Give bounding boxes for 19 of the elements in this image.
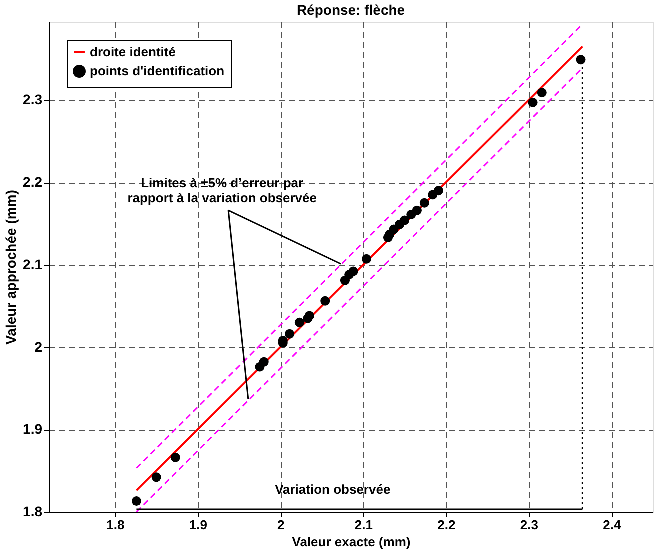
legend-label: droite identité: [90, 44, 176, 60]
chart-title: Réponse: flèche: [296, 2, 406, 18]
y-tick-label: 2.1: [23, 256, 43, 272]
y-tick-label: 1.8: [23, 504, 43, 520]
y-tick-label: 1.9: [23, 421, 43, 438]
x-tick-label: 2.1: [354, 518, 373, 532]
y-tick-label: 2: [34, 338, 43, 355]
x-tick-label: 2.4: [603, 518, 622, 532]
annotation: Variation observée: [275, 482, 391, 497]
x-tick-label: 2: [278, 518, 285, 532]
x-axis-title: Valeur exacte (mm): [292, 534, 411, 550]
x-tick-label: 1.8: [106, 518, 125, 532]
y-tick-label: 2.2: [23, 174, 43, 190]
y-tick-label: 2.3: [23, 92, 43, 108]
y-axis-title: Valeur approchée (mm): [3, 190, 20, 345]
x-tick-label: 1.9: [189, 518, 208, 532]
legend-label: points d'identification: [90, 64, 225, 78]
x-tick-label: 2.2: [438, 518, 456, 532]
x-tick-label: 2.3: [520, 518, 538, 532]
